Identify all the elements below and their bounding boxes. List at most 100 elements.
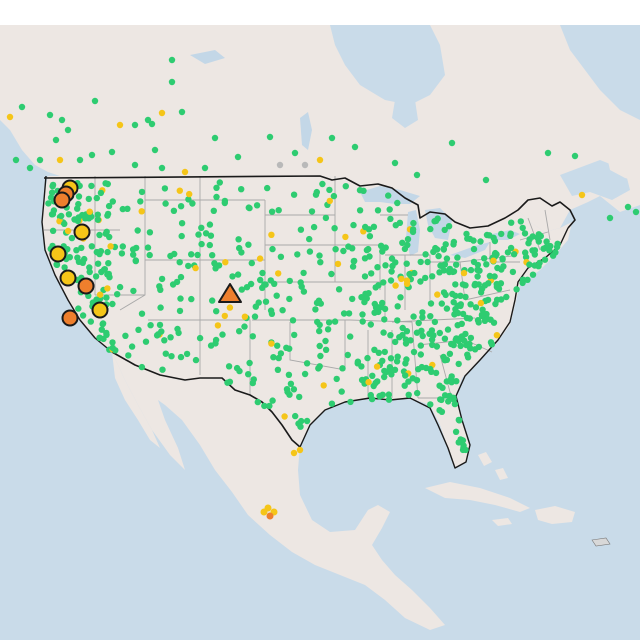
station-marker[interactable]: [213, 193, 220, 201]
station-marker[interactable]: [386, 206, 393, 213]
station-marker[interactable]: [58, 212, 65, 220]
station-marker[interactable]: [96, 231, 103, 239]
station-marker[interactable]: [266, 402, 273, 410]
station-marker[interactable]: [479, 312, 486, 319]
station-marker[interactable]: [259, 269, 266, 277]
station-marker[interactable]: [452, 281, 459, 288]
station-marker[interactable]: [517, 218, 524, 225]
station-marker[interactable]: [399, 239, 406, 246]
station-marker-canada[interactable]: [116, 121, 124, 129]
station-marker[interactable]: [268, 340, 275, 347]
station-marker[interactable]: [463, 230, 470, 238]
station-marker[interactable]: [381, 373, 388, 381]
station-marker[interactable]: [99, 320, 106, 328]
station-marker[interactable]: [192, 264, 199, 272]
station-marker-canada[interactable]: [91, 97, 99, 105]
station-marker[interactable]: [157, 286, 164, 293]
station-marker-canada[interactable]: [158, 109, 166, 117]
station-marker[interactable]: [464, 351, 471, 358]
station-marker[interactable]: [380, 279, 387, 286]
station-marker[interactable]: [402, 360, 409, 367]
highlighted-station-marker[interactable]: [77, 277, 95, 295]
station-marker-canada[interactable]: [316, 156, 324, 164]
station-marker[interactable]: [173, 278, 181, 286]
station-marker[interactable]: [79, 312, 87, 319]
station-marker[interactable]: [349, 245, 356, 252]
station-marker[interactable]: [418, 363, 425, 371]
station-marker[interactable]: [428, 336, 436, 343]
station-marker[interactable]: [477, 289, 485, 296]
station-marker[interactable]: [315, 297, 323, 304]
station-marker[interactable]: [211, 260, 218, 267]
station-marker[interactable]: [317, 352, 324, 360]
station-marker[interactable]: [88, 243, 96, 250]
station-marker[interactable]: [94, 211, 102, 218]
station-marker[interactable]: [137, 198, 144, 205]
station-marker[interactable]: [387, 355, 395, 362]
highlighted-station-marker[interactable]: [61, 309, 79, 327]
station-marker[interactable]: [546, 247, 553, 254]
station-marker[interactable]: [354, 358, 362, 365]
station-marker[interactable]: [445, 398, 452, 405]
station-marker[interactable]: [359, 318, 366, 325]
station-marker[interactable]: [268, 208, 276, 215]
station-marker[interactable]: [458, 320, 465, 327]
station-marker[interactable]: [457, 342, 464, 350]
station-marker[interactable]: [389, 262, 396, 270]
station-marker[interactable]: [382, 262, 389, 269]
station-marker[interactable]: [493, 332, 501, 339]
station-marker[interactable]: [195, 231, 202, 238]
station-marker-canada[interactable]: [88, 151, 96, 159]
station-marker-canada[interactable]: [413, 171, 421, 179]
station-marker[interactable]: [290, 191, 298, 198]
station-marker[interactable]: [97, 189, 105, 197]
station-marker[interactable]: [61, 220, 68, 227]
station-marker[interactable]: [86, 264, 93, 271]
station-marker[interactable]: [316, 252, 323, 259]
station-marker[interactable]: [155, 331, 162, 338]
station-marker[interactable]: [325, 319, 333, 326]
station-marker[interactable]: [124, 205, 131, 212]
station-marker[interactable]: [503, 293, 510, 301]
station-marker[interactable]: [356, 207, 364, 214]
station-marker[interactable]: [370, 223, 378, 230]
station-marker[interactable]: [251, 313, 259, 320]
station-marker[interactable]: [492, 300, 499, 308]
station-marker[interactable]: [207, 232, 215, 239]
station-marker[interactable]: [119, 205, 127, 213]
station-marker[interactable]: [374, 207, 382, 214]
station-marker[interactable]: [378, 303, 385, 311]
station-marker[interactable]: [529, 271, 537, 278]
station-marker[interactable]: [267, 307, 275, 314]
station-marker[interactable]: [540, 245, 547, 252]
station-marker-canada[interactable]: [64, 126, 72, 134]
station-marker[interactable]: [361, 273, 369, 280]
station-marker-mexico[interactable]: [260, 508, 268, 516]
station-marker-canada[interactable]: [234, 153, 242, 161]
station-marker[interactable]: [316, 342, 323, 350]
station-marker[interactable]: [261, 402, 268, 410]
station-marker[interactable]: [340, 310, 348, 317]
station-marker[interactable]: [212, 336, 220, 344]
station-marker[interactable]: [94, 216, 102, 223]
station-marker[interactable]: [102, 180, 109, 187]
station-marker[interactable]: [88, 182, 95, 190]
station-marker[interactable]: [340, 247, 347, 255]
station-marker[interactable]: [424, 258, 431, 266]
station-marker[interactable]: [238, 249, 245, 256]
station-marker[interactable]: [252, 303, 259, 310]
station-marker[interactable]: [382, 244, 389, 251]
station-marker[interactable]: [454, 309, 462, 317]
station-marker[interactable]: [358, 294, 365, 301]
station-marker-canada[interactable]: [482, 176, 490, 184]
station-marker[interactable]: [285, 371, 293, 378]
station-marker[interactable]: [419, 314, 426, 321]
station-marker-inactive[interactable]: [301, 161, 309, 169]
station-marker[interactable]: [388, 268, 395, 275]
station-marker[interactable]: [159, 366, 166, 373]
station-marker[interactable]: [371, 309, 378, 316]
station-marker[interactable]: [281, 413, 288, 420]
station-marker[interactable]: [177, 295, 184, 302]
station-marker[interactable]: [161, 337, 168, 344]
